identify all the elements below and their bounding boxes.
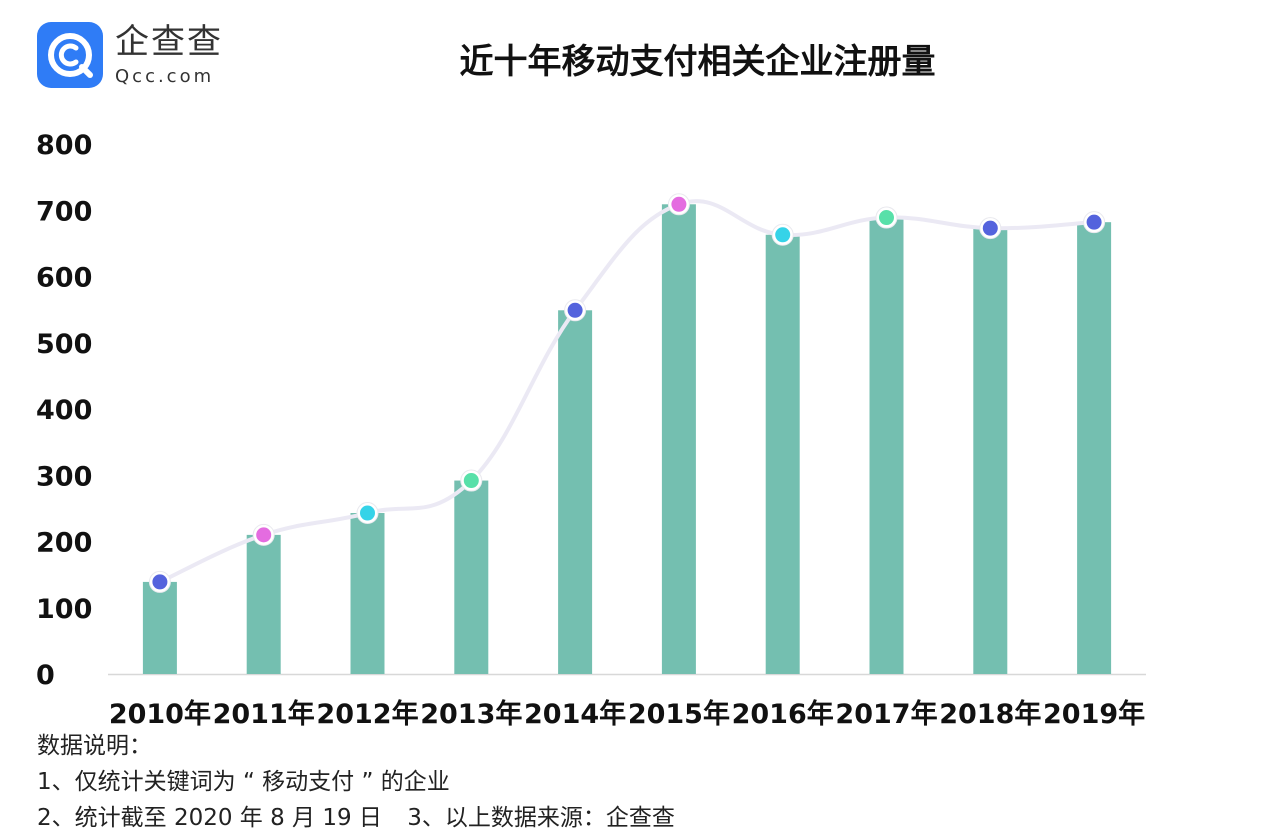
note-date-source: 2、统计截至 2020 年 8 月 19 日 3、以上数据来源：企查查 <box>37 800 1237 836</box>
point-marker <box>775 227 791 243</box>
x-tick-label: 2012年 <box>316 698 418 730</box>
y-tick-label: 400 <box>36 395 92 426</box>
bar <box>246 534 281 674</box>
point-markers <box>148 193 1106 593</box>
bar <box>350 513 385 674</box>
notes-heading: 数据说明： <box>37 733 152 759</box>
point-marker <box>567 302 583 318</box>
brand-name: 企查查 <box>115 22 223 62</box>
bar <box>661 204 696 674</box>
y-tick-label: 700 <box>36 196 92 227</box>
note-source: 3、以上数据来源：企查查 <box>407 805 675 831</box>
bar <box>1077 222 1112 675</box>
point-marker <box>982 220 998 236</box>
y-tick-label: 600 <box>36 263 92 294</box>
bar-line-chart: 0 100 200 300 400 500 600 700 800 2010年 2011年 2012… <box>36 130 1146 730</box>
point-marker <box>1086 214 1102 230</box>
y-tick-label: 500 <box>36 329 92 360</box>
y-tick-label: 300 <box>36 461 92 492</box>
point-marker <box>463 473 479 489</box>
bar-series <box>142 204 1112 675</box>
trend-line <box>157 199 1097 584</box>
bar <box>869 217 904 674</box>
y-axis: 0 100 200 300 400 500 600 700 800 <box>36 130 92 691</box>
x-tick-label: 2014年 <box>524 698 626 730</box>
chart-title: 近十年移动支付相关企业注册量 <box>459 42 936 82</box>
x-tick-label: 2013年 <box>420 698 522 730</box>
bar <box>454 480 489 674</box>
point-marker <box>152 574 168 590</box>
data-notes: 数据说明： 1、仅统计关键词为 “ 移动支付 ” 的企业 2、统计截至 2020… <box>37 728 1237 836</box>
bar <box>765 234 800 674</box>
qcc-logo-icon <box>37 22 103 88</box>
bar <box>558 310 593 674</box>
y-tick-label: 100 <box>36 594 92 625</box>
bar <box>973 228 1008 674</box>
x-tick-label: 2010年 <box>109 698 211 730</box>
point-marker <box>671 196 687 212</box>
x-tick-label: 2011年 <box>213 698 315 730</box>
x-tick-label: 2016年 <box>732 698 834 730</box>
point-marker <box>879 210 894 226</box>
brand-domain: Qcc.com <box>115 66 215 87</box>
x-axis: 2010年 2011年 2012年 2013年 2014年 2015年 2016年 2017年… <box>109 698 1145 730</box>
x-tick-label: 2017年 <box>835 698 937 730</box>
y-tick-label: 0 <box>36 660 55 691</box>
y-tick-label: 200 <box>36 528 92 559</box>
brand-logo: 企查查 Qcc.com <box>37 22 257 92</box>
y-tick-label: 800 <box>36 130 92 161</box>
x-tick-label: 2019年 <box>1043 698 1145 730</box>
magnifier-c-icon <box>48 33 93 78</box>
bar <box>142 581 177 674</box>
x-tick-label: 2018年 <box>939 698 1041 730</box>
note-keyword: 1、仅统计关键词为 “ 移动支付 ” 的企业 <box>37 769 450 795</box>
point-marker <box>256 527 272 543</box>
point-marker <box>360 505 375 521</box>
note-date: 2、统计截至 2020 年 8 月 19 日 <box>37 805 382 831</box>
x-tick-label: 2015年 <box>628 698 730 730</box>
